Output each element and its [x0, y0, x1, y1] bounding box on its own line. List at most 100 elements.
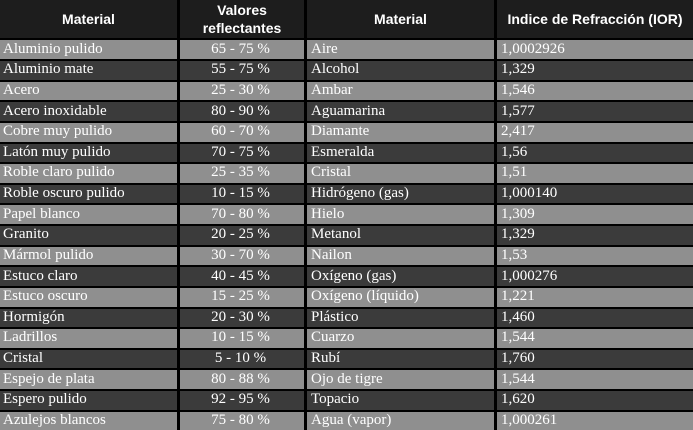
reflectance-cell: 92 - 95 % — [180, 391, 307, 412]
material-left-cell: Ladrillos — [0, 329, 180, 350]
ior-cell: 1,460 — [497, 308, 693, 330]
table-row: Cobre muy pulido 60 - 70 % Diamante 2,417 — [0, 122, 693, 144]
material-left-cell: Aluminio mate — [0, 61, 180, 82]
material-right-cell: Oxígeno (gas) — [307, 267, 497, 288]
material-left-cell: Cristal — [0, 349, 180, 371]
table-row: Acero 25 - 30 % Ambar 1,546 — [0, 81, 693, 103]
material-right-cell: Aguamarina — [307, 102, 497, 123]
table-row: Aluminio pulido 65 - 75 % Aire 1,0002926 — [0, 40, 693, 61]
ior-cell: 1,577 — [497, 102, 693, 123]
material-left-cell: Estuco claro — [0, 267, 180, 288]
material-left-cell: Azulejos blancos — [0, 411, 180, 430]
material-left-cell: Papel blanco — [0, 205, 180, 226]
reflectance-cell: 70 - 75 % — [180, 143, 307, 165]
ior-cell: 1,546 — [497, 81, 693, 103]
material-right-cell: Ambar — [307, 81, 497, 103]
ior-cell: 1,0002926 — [497, 40, 693, 61]
material-left-cell: Roble oscuro pulido — [0, 184, 180, 206]
reflectance-cell: 60 - 70 % — [180, 122, 307, 144]
ior-cell: 1,000140 — [497, 184, 693, 206]
material-left-cell: Hormigón — [0, 308, 180, 330]
table-row: Espejo de plata 80 - 88 % Ojo de tigre 1,54… — [0, 370, 693, 391]
reflectance-cell: 15 - 25 % — [180, 287, 307, 309]
material-left-cell: Acero inoxidable — [0, 102, 180, 123]
material-left-cell: Mármol pulido — [0, 246, 180, 268]
material-left-cell: Aluminio pulido — [0, 40, 180, 61]
table-row: Hormigón 20 - 30 % Plástico 1,460 — [0, 308, 693, 330]
table-row: Acero inoxidable 80 - 90 % Aguamarina 1,577 — [0, 102, 693, 123]
ior-cell: 1,51 — [497, 164, 693, 185]
material-left-cell: Espero pulido — [0, 391, 180, 412]
reflectance-cell: 80 - 90 % — [180, 102, 307, 123]
material-right-cell: Hidrógeno (gas) — [307, 184, 497, 206]
material-right-cell: Ojo de tigre — [307, 370, 497, 391]
material-right-cell: Rubí — [307, 349, 497, 371]
material-left-cell: Acero — [0, 81, 180, 103]
ior-cell: 1,000276 — [497, 267, 693, 288]
ior-cell: 1,544 — [497, 370, 693, 391]
reflectance-cell: 5 - 10 % — [180, 349, 307, 371]
material-left-cell: Espejo de plata — [0, 370, 180, 391]
reflectance-cell: 25 - 30 % — [180, 81, 307, 103]
material-right-cell: Cuarzo — [307, 329, 497, 350]
table-row: Mármol pulido 30 - 70 % Nailon 1,53 — [0, 246, 693, 268]
material-right-cell: Aire — [307, 40, 497, 61]
table-body: Aluminio pulido 65 - 75 % Aire 1,0002926 Alu… — [0, 40, 693, 430]
material-left-cell: Estuco oscuro — [0, 287, 180, 309]
table-row: Estuco oscuro 15 - 25 % Oxígeno (líquido) 1… — [0, 287, 693, 309]
reflectance-cell: 25 - 35 % — [180, 164, 307, 185]
table-row: Azulejos blancos 75 - 80 % Agua (vapor) 1,0… — [0, 411, 693, 430]
ior-cell: 1,309 — [497, 205, 693, 226]
header-material-left: Material — [0, 0, 180, 41]
reflectance-cell: 70 - 80 % — [180, 205, 307, 226]
table-row: Aluminio mate 55 - 75 % Alcohol 1,329 — [0, 61, 693, 82]
header-ior: Indice de Refracción (IOR) — [497, 0, 693, 41]
table-row: Cristal 5 - 10 % Rubí 1,760 — [0, 349, 693, 371]
ior-cell: 1,329 — [497, 226, 693, 247]
table-row: Roble oscuro pulido 10 - 15 % Hidrógeno (g… — [0, 184, 693, 206]
material-right-cell: Oxígeno (líquido) — [307, 287, 497, 309]
table-row: Ladrillos 10 - 15 % Cuarzo 1,544 — [0, 329, 693, 350]
ior-cell: 1,56 — [497, 143, 693, 165]
material-left-cell: Roble claro pulido — [0, 164, 180, 185]
header-material-right: Material — [307, 0, 497, 41]
material-right-cell: Diamante — [307, 122, 497, 144]
table-row: Espero pulido 92 - 95 % Topacio 1,620 — [0, 391, 693, 412]
ior-cell: 1,620 — [497, 391, 693, 412]
material-left-cell: Cobre muy pulido — [0, 122, 180, 144]
material-left-cell: Latón muy pulido — [0, 143, 180, 165]
material-right-cell: Hielo — [307, 205, 497, 226]
material-right-cell: Topacio — [307, 391, 497, 412]
table-header-row: Material Valores reflectantes Material I… — [0, 0, 693, 41]
material-right-cell: Alcohol — [307, 61, 497, 82]
material-right-cell: Cristal — [307, 164, 497, 185]
material-right-cell: Agua (vapor) — [307, 411, 497, 430]
material-right-cell: Metanol — [307, 226, 497, 247]
reflectance-cell: 55 - 75 % — [180, 61, 307, 82]
material-right-cell: Plástico — [307, 308, 497, 330]
ior-cell: 2,417 — [497, 122, 693, 144]
reflectance-cell: 10 - 15 % — [180, 184, 307, 206]
reflectance-cell: 20 - 25 % — [180, 226, 307, 247]
reflectance-cell: 80 - 88 % — [180, 370, 307, 391]
reflectance-cell: 10 - 15 % — [180, 329, 307, 350]
ior-cell: 1,53 — [497, 246, 693, 268]
ior-cell: 1,544 — [497, 329, 693, 350]
ior-cell: 1,221 — [497, 287, 693, 309]
reflectance-cell: 75 - 80 % — [180, 411, 307, 430]
material-right-cell: Nailon — [307, 246, 497, 268]
reflectance-cell: 20 - 30 % — [180, 308, 307, 330]
table-row: Estuco claro 40 - 45 % Oxígeno (gas) 1,0002… — [0, 267, 693, 288]
table-row: Granito 20 - 25 % Metanol 1,329 — [0, 226, 693, 247]
reflectance-cell: 30 - 70 % — [180, 246, 307, 268]
table-row: Latón muy pulido 70 - 75 % Esmeralda 1,56 — [0, 143, 693, 165]
ior-cell: 1,329 — [497, 61, 693, 82]
ior-cell: 1,000261 — [497, 411, 693, 430]
header-reflectance: Valores reflectantes — [180, 0, 307, 41]
ior-cell: 1,760 — [497, 349, 693, 371]
table-row: Papel blanco 70 - 80 % Hielo 1,309 — [0, 205, 693, 226]
material-right-cell: Esmeralda — [307, 143, 497, 165]
material-left-cell: Granito — [0, 226, 180, 247]
table-row: Roble claro pulido 25 - 35 % Cristal 1,51 — [0, 164, 693, 185]
